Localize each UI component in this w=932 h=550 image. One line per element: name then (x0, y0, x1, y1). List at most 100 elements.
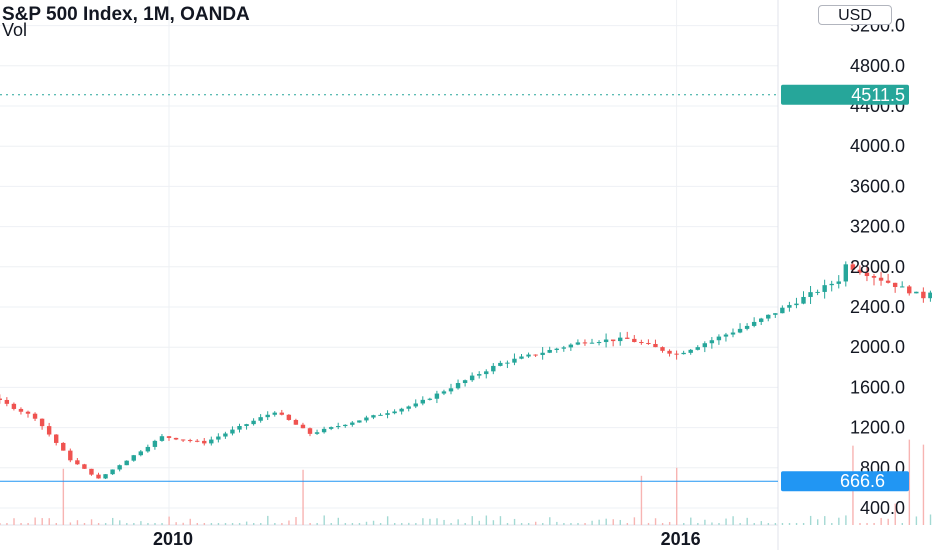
candle-body[interactable] (46, 426, 52, 435)
candle-body[interactable] (596, 342, 602, 344)
candle-body[interactable] (180, 439, 186, 441)
candle-body[interactable] (843, 264, 848, 282)
candle-body[interactable] (921, 291, 926, 299)
candle-body[interactable] (293, 419, 299, 425)
candle-body[interactable] (187, 440, 193, 442)
candle-body[interactable] (737, 328, 743, 333)
candle-body[interactable] (216, 436, 221, 440)
candle-body[interactable] (751, 321, 757, 326)
candle-body[interactable] (688, 349, 693, 353)
candle-body[interactable] (815, 291, 820, 293)
candle-body[interactable] (195, 440, 200, 442)
candle-body[interactable] (561, 347, 566, 349)
candle-body[interactable] (582, 342, 588, 344)
candle-body[interactable] (336, 426, 341, 428)
candle-body[interactable] (589, 342, 595, 344)
candle-body[interactable] (646, 342, 651, 344)
candle-body[interactable] (625, 337, 630, 339)
candle-body[interactable] (780, 307, 785, 314)
candle-body[interactable] (618, 337, 623, 342)
candle-body[interactable] (307, 428, 313, 434)
candle-body[interactable] (159, 436, 165, 441)
candle-body[interactable] (371, 415, 376, 418)
candle-body[interactable] (237, 426, 242, 430)
candle-body[interactable] (89, 468, 94, 475)
candle-body[interactable] (575, 342, 581, 345)
candle-body[interactable] (892, 282, 898, 287)
candle-body[interactable] (223, 433, 228, 437)
candle-body[interactable] (850, 264, 856, 270)
candle-body[interactable] (385, 413, 390, 415)
candle-body[interactable] (928, 292, 932, 299)
candle-body[interactable] (54, 434, 59, 443)
candle-body[interactable] (343, 424, 348, 427)
candle-body[interactable] (61, 442, 66, 451)
candle-body[interactable] (138, 451, 143, 456)
candle-body[interactable] (279, 412, 284, 415)
candle-body[interactable] (801, 296, 806, 304)
candle-body[interactable] (660, 347, 665, 351)
candle-body[interactable] (836, 281, 841, 284)
candle-body[interactable] (434, 393, 440, 399)
candle-body[interactable] (427, 398, 433, 400)
candle-body[interactable] (730, 332, 736, 335)
candle-body[interactable] (787, 305, 792, 308)
candle-body[interactable] (166, 436, 172, 438)
candle-body[interactable] (32, 413, 38, 419)
candle-body[interactable] (364, 417, 369, 421)
candle-body[interactable] (871, 276, 877, 278)
candle-body[interactable] (667, 350, 672, 354)
candle-body[interactable] (491, 365, 496, 372)
currency-button[interactable]: USD (818, 5, 892, 25)
candle-body[interactable] (512, 358, 517, 363)
candle-body[interactable] (209, 439, 214, 444)
candle-body[interactable] (117, 465, 122, 470)
candle-body[interactable] (885, 280, 891, 283)
candle-body[interactable] (258, 417, 263, 421)
candle-body[interactable] (540, 352, 545, 355)
candle-body[interactable] (0, 398, 3, 400)
candle-body[interactable] (900, 286, 905, 288)
candle-body[interactable] (68, 450, 73, 461)
candle-body[interactable] (103, 474, 108, 479)
candle-body[interactable] (230, 429, 235, 434)
candle-body[interactable] (399, 408, 404, 412)
candle-body[interactable] (702, 343, 707, 348)
candle-body[interactable] (914, 291, 919, 294)
candle-body[interactable] (25, 411, 31, 414)
candle-body[interactable] (547, 349, 552, 353)
candle-body[interactable] (519, 356, 524, 359)
candle-body[interactable] (709, 340, 715, 344)
candle-body[interactable] (18, 408, 24, 412)
candle-body[interactable] (533, 354, 538, 356)
candle-body[interactable] (864, 272, 870, 277)
candle-body[interactable] (251, 420, 256, 425)
candle-body[interactable] (413, 403, 418, 407)
candle-body[interactable] (420, 399, 425, 404)
candle-body[interactable] (681, 352, 686, 355)
candle-body[interactable] (406, 406, 411, 409)
candle-body[interactable] (759, 318, 764, 322)
candle-body[interactable] (610, 339, 616, 342)
candle-body[interactable] (554, 348, 559, 350)
candle-body[interactable] (632, 338, 637, 343)
candle-body[interactable] (766, 314, 771, 319)
candle-body[interactable] (484, 371, 489, 375)
candle-body[interactable] (773, 313, 778, 315)
candle-body[interactable] (695, 347, 700, 350)
candle-body[interactable] (794, 303, 799, 306)
candle-body[interactable] (82, 464, 87, 469)
candle-body[interactable] (328, 427, 334, 429)
candle-body[interactable] (11, 403, 17, 409)
candle-body[interactable] (286, 414, 292, 420)
candle-body[interactable] (723, 334, 729, 337)
candle-body[interactable] (526, 354, 531, 357)
candle-body[interactable] (808, 292, 813, 297)
candle-body[interactable] (716, 336, 722, 341)
candle-body[interactable] (822, 285, 827, 292)
candle-body[interactable] (448, 388, 454, 392)
candle-body[interactable] (265, 414, 270, 418)
candle-body[interactable] (350, 422, 355, 425)
candle-body[interactable] (244, 424, 249, 427)
